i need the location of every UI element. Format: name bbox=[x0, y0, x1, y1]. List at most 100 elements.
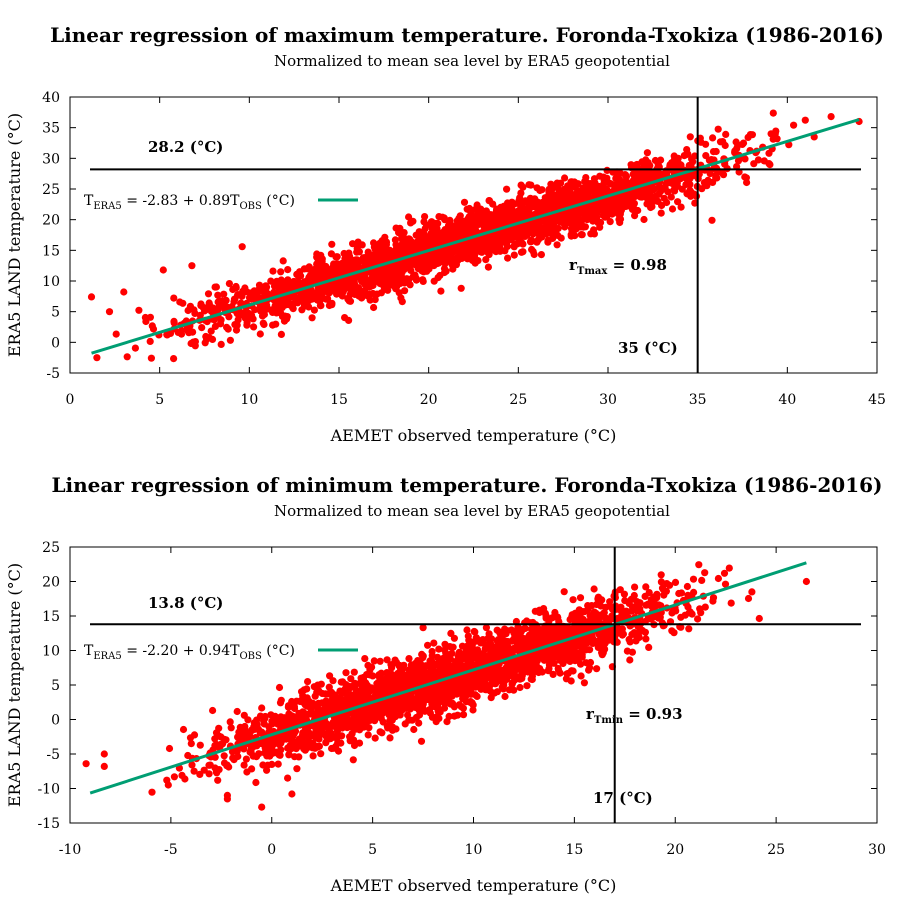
data-point bbox=[643, 169, 651, 177]
data-point bbox=[407, 661, 415, 669]
data-point bbox=[412, 713, 420, 722]
data-point bbox=[205, 299, 213, 307]
data-point bbox=[677, 203, 685, 211]
data-point bbox=[179, 725, 188, 734]
data-point bbox=[641, 628, 650, 636]
data-point bbox=[291, 717, 299, 725]
data-point bbox=[704, 176, 712, 184]
data-point bbox=[487, 694, 495, 702]
data-point bbox=[549, 670, 557, 679]
data-point bbox=[479, 650, 487, 658]
x-tick-label: 0 bbox=[66, 392, 75, 408]
data-point bbox=[630, 176, 638, 184]
data-point bbox=[417, 666, 425, 675]
data-point bbox=[291, 742, 299, 750]
chart-tmin: Linear regression of minimum temperature… bbox=[5, 473, 886, 895]
data-point bbox=[604, 204, 612, 212]
data-point bbox=[586, 658, 595, 667]
y-tick-label: 25 bbox=[42, 182, 60, 198]
data-point bbox=[662, 587, 671, 595]
data-point bbox=[291, 753, 299, 761]
data-point bbox=[333, 734, 341, 742]
data-point bbox=[471, 220, 480, 228]
data-point bbox=[327, 250, 335, 258]
data-point bbox=[451, 223, 459, 231]
chart-subtitle: Normalized to mean sea level by ERA5 geo… bbox=[274, 502, 670, 520]
data-point bbox=[688, 172, 696, 180]
data-point bbox=[335, 695, 343, 703]
data-point bbox=[464, 632, 472, 640]
data-point bbox=[394, 249, 402, 257]
vline-label: 35 (°C) bbox=[618, 339, 678, 357]
data-point bbox=[473, 201, 481, 209]
data-point bbox=[455, 214, 463, 222]
data-point bbox=[419, 654, 427, 662]
data-point bbox=[560, 214, 568, 222]
data-point bbox=[570, 649, 578, 657]
data-point bbox=[375, 672, 383, 680]
x-tick-label: 20 bbox=[420, 392, 438, 408]
data-point bbox=[581, 177, 589, 185]
data-point bbox=[424, 641, 432, 649]
data-point bbox=[536, 186, 544, 195]
data-point bbox=[504, 235, 512, 243]
data-point-outlier bbox=[93, 354, 101, 362]
data-point bbox=[430, 639, 438, 647]
data-point bbox=[519, 248, 527, 256]
data-point bbox=[537, 251, 546, 259]
data-point bbox=[586, 616, 594, 625]
data-point bbox=[497, 677, 505, 686]
data-point bbox=[498, 217, 506, 226]
data-point bbox=[694, 615, 702, 623]
data-point bbox=[545, 647, 553, 655]
data-point bbox=[215, 766, 223, 774]
data-point bbox=[636, 599, 644, 607]
data-point bbox=[135, 306, 143, 314]
data-point bbox=[465, 242, 473, 250]
data-point bbox=[459, 711, 468, 719]
data-point bbox=[386, 717, 394, 725]
data-point bbox=[575, 216, 584, 224]
data-point bbox=[434, 219, 442, 227]
data-point bbox=[263, 290, 272, 298]
data-point bbox=[687, 188, 695, 196]
data-point bbox=[658, 619, 667, 627]
data-point bbox=[526, 194, 535, 202]
data-point bbox=[685, 161, 693, 170]
data-point bbox=[486, 639, 494, 648]
data-point bbox=[643, 149, 652, 157]
data-point bbox=[519, 228, 527, 236]
data-point bbox=[571, 184, 580, 192]
data-point bbox=[274, 737, 282, 746]
y-tick-label: 15 bbox=[42, 243, 60, 259]
data-point bbox=[329, 265, 337, 273]
data-point bbox=[243, 321, 251, 329]
data-point bbox=[553, 241, 561, 249]
data-point bbox=[489, 221, 497, 229]
data-point bbox=[298, 306, 306, 314]
data-point bbox=[347, 265, 355, 273]
data-point bbox=[801, 116, 809, 124]
data-point bbox=[769, 135, 777, 143]
data-point bbox=[501, 692, 509, 701]
data-point bbox=[437, 287, 445, 295]
data-point bbox=[383, 251, 391, 259]
data-point bbox=[311, 692, 319, 700]
data-point bbox=[316, 302, 324, 310]
data-point bbox=[189, 338, 197, 346]
data-point bbox=[411, 701, 419, 709]
data-point bbox=[147, 354, 155, 362]
data-point bbox=[534, 236, 543, 244]
data-point bbox=[562, 675, 571, 683]
data-point bbox=[322, 284, 330, 292]
data-point bbox=[629, 170, 637, 178]
data-point bbox=[410, 725, 418, 734]
data-point bbox=[341, 314, 349, 322]
data-point bbox=[255, 750, 263, 758]
x-axis-label: AEMET observed temperature (°C) bbox=[330, 426, 617, 445]
data-point bbox=[471, 628, 479, 636]
data-point bbox=[250, 323, 258, 331]
x-tick-label: 30 bbox=[599, 392, 617, 408]
data-point bbox=[465, 213, 473, 221]
data-point bbox=[442, 232, 450, 240]
